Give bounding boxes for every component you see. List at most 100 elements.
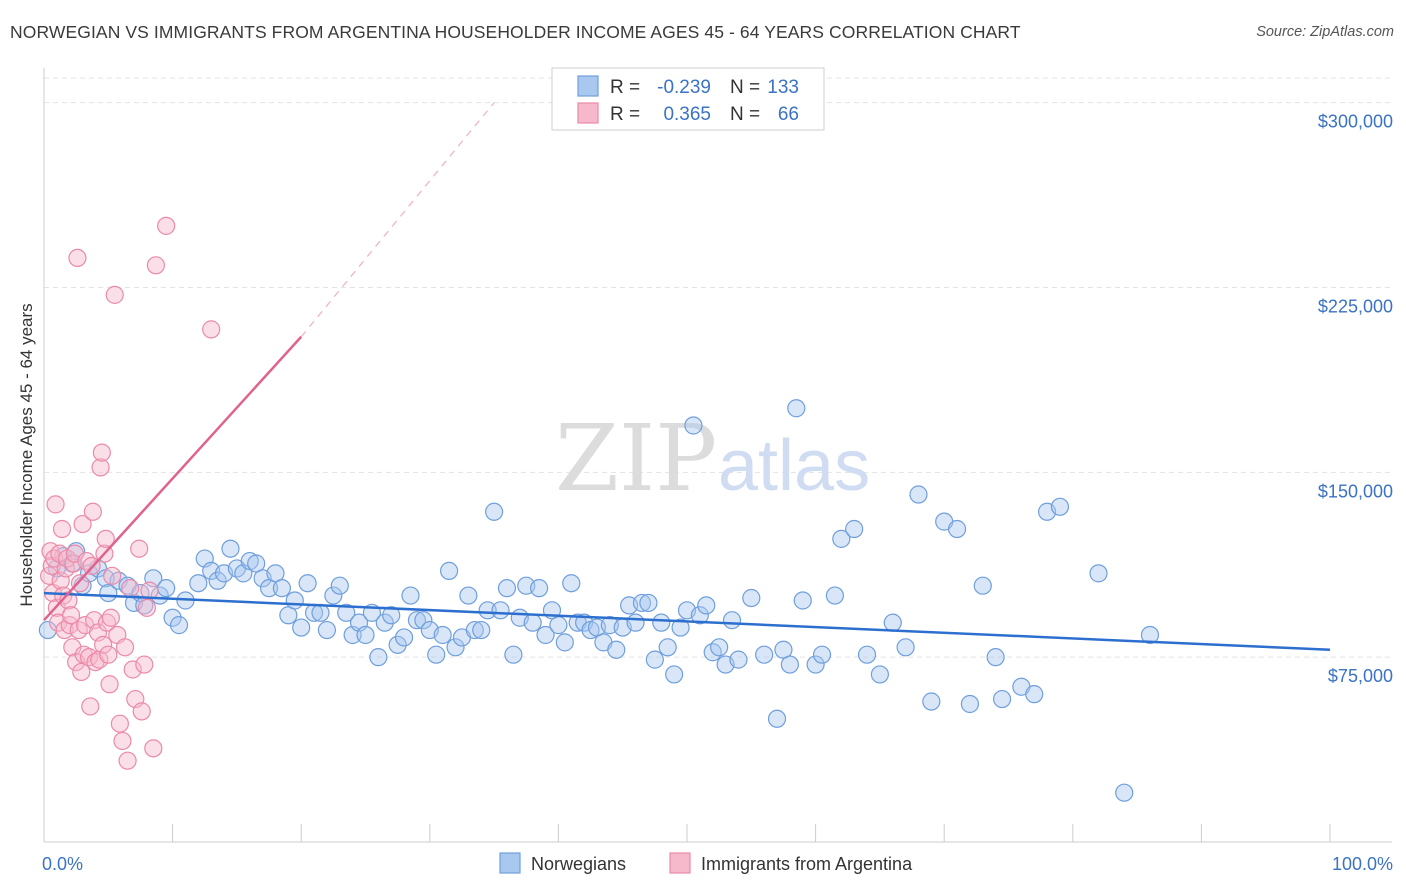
data-point-argentina — [52, 519, 72, 539]
y-tick-label: $150,000 — [1318, 481, 1393, 501]
data-point-argentina — [202, 320, 221, 339]
watermark-atlas: atlas — [718, 426, 870, 506]
data-point-argentina — [123, 660, 142, 679]
data-point-norwegians — [285, 591, 304, 610]
data-point-argentina — [103, 566, 122, 585]
data-point-norwegians — [652, 613, 671, 632]
y-tick-label: $225,000 — [1318, 296, 1393, 316]
data-point-norwegians — [684, 416, 703, 435]
x-tick-label-min: 0.0% — [42, 854, 83, 874]
data-point-norwegians — [1115, 783, 1134, 802]
legend-r-label-1: R = — [610, 77, 640, 98]
y-axis-title: Householder Income Ages 45 - 64 years — [17, 303, 36, 606]
source-label: Source: ZipAtlas.com — [1256, 24, 1394, 40]
data-point-norwegians — [632, 593, 652, 613]
data-point-norwegians — [857, 645, 877, 664]
data-point-norwegians — [1140, 625, 1160, 645]
legend-r-value-2: 0.365 — [663, 104, 711, 125]
data-point-argentina — [115, 638, 135, 657]
data-point-norwegians — [356, 625, 375, 645]
data-point-norwegians — [472, 620, 491, 640]
legend-n-label-2: N = — [730, 104, 760, 125]
data-point-norwegians — [896, 638, 915, 657]
data-point-norwegians — [221, 539, 240, 558]
data-point-argentina — [60, 616, 79, 635]
data-point-norwegians — [401, 586, 420, 605]
data-point-argentina — [70, 574, 90, 593]
data-point-argentina — [46, 495, 65, 514]
data-point-norwegians — [1025, 685, 1044, 704]
data-point-norwegians — [549, 616, 568, 635]
data-point-norwegians — [465, 620, 484, 640]
data-point-norwegians — [986, 648, 1005, 667]
data-point-norwegians — [755, 645, 774, 664]
legend-box: R = -0.239 N = 133 R = 0.365 N = 66 — [551, 67, 825, 131]
data-point-norwegians — [607, 640, 626, 659]
chart-title: NORWEGIAN VS IMMIGRANTS FROM ARGENTINA H… — [10, 22, 1021, 42]
data-point-argentina — [92, 443, 111, 462]
data-point-norwegians — [870, 665, 890, 684]
y-tick-label: $300,000 — [1318, 112, 1393, 132]
data-point-norwegians — [394, 628, 414, 647]
data-point-norwegians — [909, 485, 928, 504]
data-point-norwegians — [324, 586, 343, 605]
data-point-norwegians — [555, 633, 574, 652]
data-point-norwegians — [375, 613, 394, 632]
trend-extension-argentina — [300, 102, 495, 338]
data-point-argentina — [61, 606, 81, 625]
data-point-argentina — [121, 579, 140, 598]
data-point-norwegians — [298, 574, 317, 593]
data-point-argentina — [45, 549, 64, 568]
data-point-argentina — [135, 655, 154, 674]
bottom-legend-swatch-norwegians — [499, 852, 521, 874]
data-point-argentina — [83, 502, 102, 521]
data-point-norwegians — [163, 608, 182, 627]
legend-swatch-argentina — [577, 102, 599, 124]
data-point-argentina — [72, 662, 91, 682]
data-point-argentina — [132, 702, 151, 721]
data-point-norwegians — [369, 648, 388, 667]
data-point-norwegians — [504, 645, 523, 664]
data-point-argentina — [99, 645, 118, 664]
data-point-argentina — [146, 256, 165, 275]
data-point-norwegians — [208, 571, 227, 590]
data-point-norwegians — [446, 638, 465, 657]
data-point-argentina — [130, 539, 149, 558]
data-point-norwegians — [832, 529, 851, 548]
data-point-norwegians — [157, 579, 176, 598]
trend-line-argentina — [43, 335, 303, 622]
data-point-norwegians — [729, 650, 748, 669]
data-point-norwegians — [960, 694, 980, 714]
data-point-norwegians — [330, 576, 349, 595]
legend-n-value-2: 66 — [778, 104, 799, 125]
data-point-norwegians — [189, 574, 208, 593]
data-point-argentina — [91, 458, 110, 477]
data-point-argentina — [73, 514, 92, 534]
data-point-argentina — [77, 551, 96, 571]
series-argentina — [40, 216, 221, 770]
data-point-argentina — [118, 751, 137, 770]
data-point-norwegians — [459, 586, 478, 605]
data-point-argentina — [96, 529, 115, 548]
data-point-argentina — [100, 675, 119, 694]
data-point-norwegians — [780, 655, 799, 674]
data-point-norwegians — [697, 596, 716, 615]
data-point-norwegians — [530, 579, 549, 598]
data-point-norwegians — [742, 588, 761, 608]
data-point-norwegians — [272, 579, 292, 598]
data-point-argentina — [157, 216, 176, 235]
legend-r-label-2: R = — [610, 104, 640, 125]
data-point-argentina — [81, 697, 100, 716]
data-point-norwegians — [671, 618, 690, 637]
data-point-norwegians — [491, 601, 510, 620]
bottom-legend: Norwegians Immigrants from Argentina — [499, 852, 913, 874]
data-point-norwegians — [710, 638, 729, 657]
y-tick-label: $75,000 — [1328, 666, 1393, 686]
legend-swatch-norwegians — [577, 75, 599, 97]
bottom-legend-swatch-argentina — [669, 852, 691, 874]
legend-n-label-1: N = — [730, 77, 760, 98]
data-point-norwegians — [562, 574, 581, 593]
data-point-norwegians — [523, 613, 542, 632]
data-point-norwegians — [382, 606, 401, 625]
